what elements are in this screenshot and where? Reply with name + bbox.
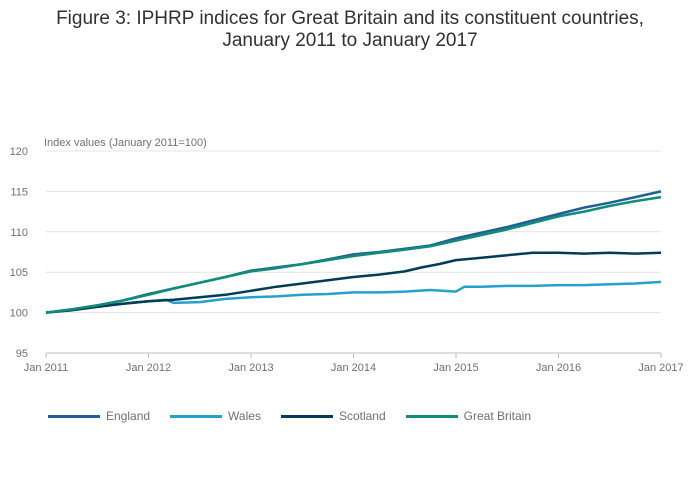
legend: England Wales Scotland Great Britain [48,409,551,423]
chart-title: Figure 3: IPHRP indices for Great Britai… [0,8,700,52]
series-line-great-britain [45,195,662,314]
legend-swatch [405,414,458,418]
legend-item-wales[interactable]: Wales [170,409,261,423]
y-tick-label: 105 [10,267,28,279]
legend-swatch [280,414,333,418]
legend-label: Great Britain [463,409,532,423]
y-tick-label: 115 [10,186,28,198]
legend-swatch [48,414,100,418]
x-tick-label: Jan 2014 [331,362,376,374]
x-tick-label: Jan 2011 [24,362,68,374]
legend-item-scotland[interactable]: Scotland [280,409,386,423]
y-tick-label: 95 [16,348,28,360]
x-tick-label: Jan 2016 [536,362,581,374]
y-tick-label: 120 [10,146,28,158]
legend-label: Scotland [338,409,386,423]
series-line-scotland [45,251,662,314]
x-tick-label: Jan 2017 [638,362,683,374]
y-axis-label: Index values (January 2011=100) [44,137,207,149]
legend-label: England [106,409,151,423]
legend-swatch [170,414,223,418]
y-tick-label: 100 [10,308,28,320]
x-tick-label: Jan 2015 [433,362,478,374]
legend-item-england[interactable]: England [48,409,150,423]
chart-title-line2: January 2011 to January 2017 [222,30,478,51]
legend-label: Wales [228,409,261,423]
x-tick-label: Jan 2013 [228,362,273,374]
legend-item-great-britain[interactable]: Great Britain [405,409,532,423]
x-tick-label: Jan 2012 [126,362,171,374]
y-tick-label: 110 [10,227,28,239]
y-axis-ticks: 95 100 105 110 115 120 [10,146,28,360]
series-lines [45,190,662,314]
x-axis-ticks: Jan 2011 Jan 2012 Jan 2013 Jan 2014 Jan 2015… [24,353,684,374]
chart-title-line1: Figure 3: IPHRP indices for Great Britai… [56,8,644,29]
